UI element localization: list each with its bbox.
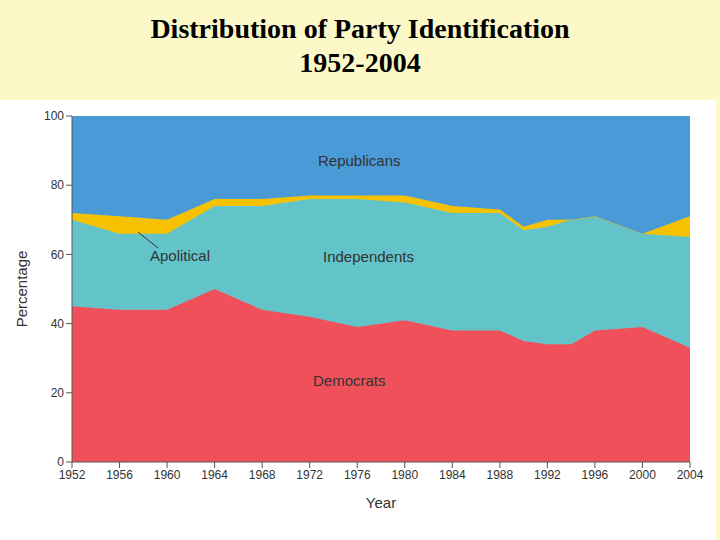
svg-text:2004: 2004 [677,468,704,482]
svg-text:1992: 1992 [534,468,561,482]
svg-text:1964: 1964 [201,468,228,482]
svg-text:1956: 1956 [106,468,133,482]
svg-text:80: 80 [51,178,65,192]
svg-text:40: 40 [51,317,65,331]
svg-text:1972: 1972 [296,468,323,482]
svg-text:1988: 1988 [486,468,513,482]
svg-text:1984: 1984 [439,468,466,482]
html-text:Independents: Independents [323,248,414,265]
svg-text:1968: 1968 [249,468,276,482]
svg-text:1960: 1960 [154,468,181,482]
html-text:Republicans: Republicans [318,152,401,169]
svg-text:20: 20 [51,386,65,400]
html-text:Distribution of Party Identifi: Distribution of Party Identification [150,13,570,44]
svg-text:1976: 1976 [344,468,371,482]
svg-text:100: 100 [44,109,64,123]
svg-text:Percentage: Percentage [13,251,30,328]
svg-text:1980: 1980 [391,468,418,482]
svg-text:60: 60 [51,248,65,262]
html-text:Democrats: Democrats [313,372,386,389]
html-text:Apolitical: Apolitical [150,247,210,264]
svg-text:1996: 1996 [582,468,609,482]
svg-text:0: 0 [57,455,64,469]
html-text:1952-2004: 1952-2004 [299,47,421,78]
svg-text:1952: 1952 [59,468,86,482]
svg-text:2000: 2000 [629,468,656,482]
svg-text:Year: Year [366,494,396,511]
